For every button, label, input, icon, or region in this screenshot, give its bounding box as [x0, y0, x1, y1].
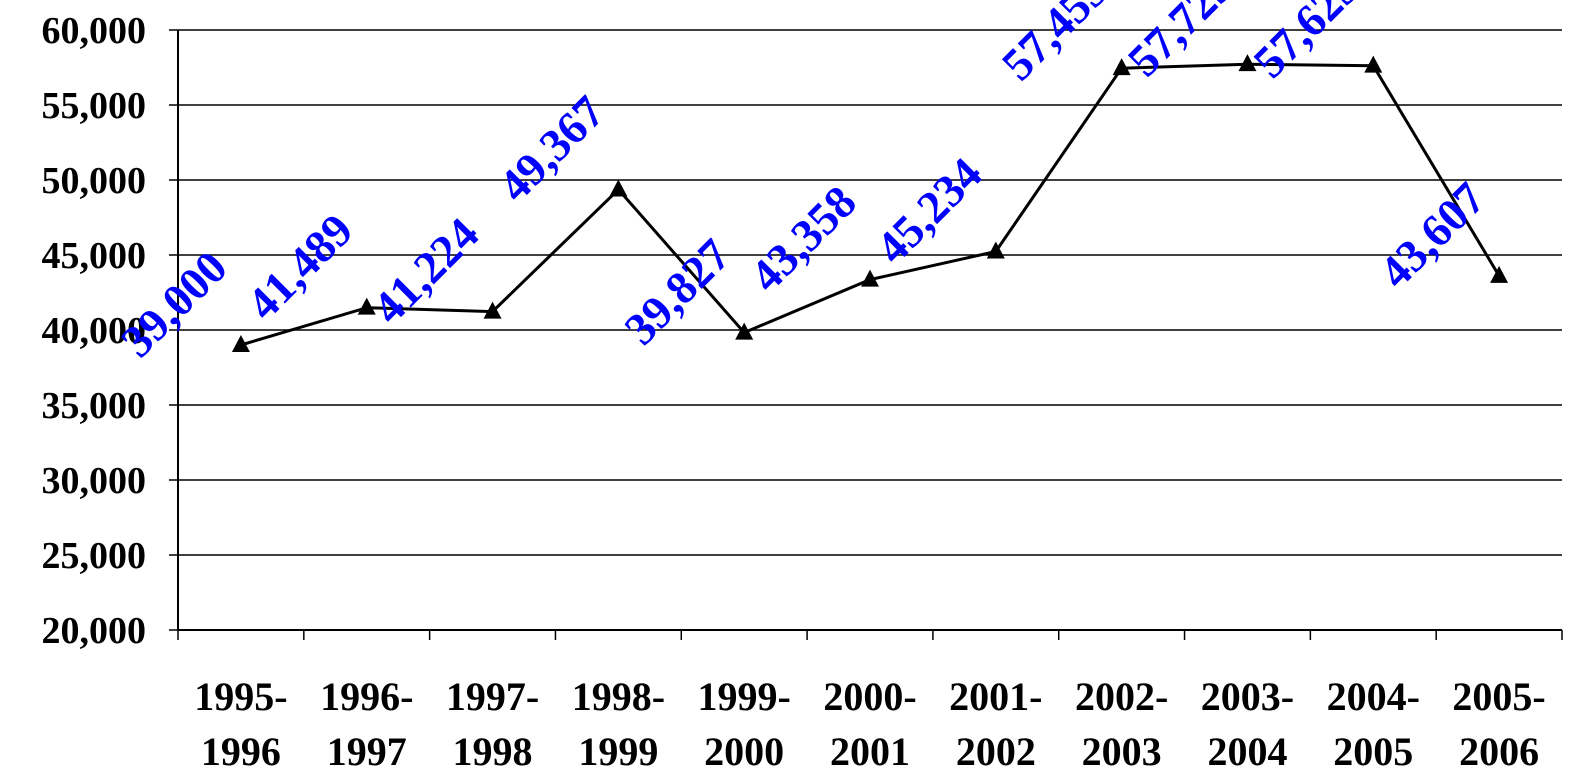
x-tick-label: 1997: [327, 729, 407, 774]
x-tick-label: 1996-: [320, 674, 413, 719]
x-tick-label: 1998-: [572, 674, 665, 719]
x-tick-label: 2003: [1082, 729, 1162, 774]
triangle-marker: [735, 322, 754, 340]
gridlines: [178, 29, 1562, 631]
marker-group: [231, 54, 1509, 352]
triangle-marker: [1112, 58, 1131, 76]
y-tick-label: 20,000: [42, 610, 147, 652]
data-label: 41,489: [237, 204, 363, 330]
triangle-marker: [986, 241, 1005, 259]
x-tick-label: 2006: [1459, 729, 1539, 774]
x-tick-label: 2002-: [1075, 674, 1168, 719]
data-label: 57,455: [992, 0, 1118, 90]
x-tick-label: 1995-: [194, 674, 287, 719]
y-tick-label: 40,000: [42, 310, 147, 352]
x-axis-ticks: 1995- 1996 1996- 1997 1997- 1998 1998- 1999 1999…: [177, 630, 1563, 774]
triangle-marker: [1364, 55, 1383, 73]
y-tick-label: 45,000: [42, 235, 147, 277]
triangle-marker: [1238, 54, 1257, 72]
y-tick-label: 30,000: [42, 460, 147, 502]
triangle-marker: [357, 297, 376, 315]
x-tick-label: 2000-: [823, 674, 916, 719]
y-tick-label: 55,000: [42, 85, 147, 127]
data-label: 43,358: [740, 176, 866, 302]
y-axis-ticks: 20,000 25,000 30,000 35,000 40,000 45,000 50,0…: [42, 10, 178, 652]
x-tick-label: 1999: [578, 729, 658, 774]
x-tick-label: 2001: [830, 729, 910, 774]
y-tick-label: 60,000: [42, 10, 147, 52]
y-tick-label: 50,000: [42, 160, 147, 202]
x-tick-label: 2004-: [1327, 674, 1420, 719]
x-tick-label: 1999-: [698, 674, 791, 719]
x-tick-label: 2002: [956, 729, 1036, 774]
x-tick-label: 1997-: [446, 674, 539, 719]
x-tick-label: 2001-: [949, 674, 1042, 719]
triangle-marker: [609, 179, 628, 197]
x-tick-label: 2000: [704, 729, 784, 774]
y-tick-label: 35,000: [42, 385, 147, 427]
data-label: 57,723: [1118, 0, 1244, 86]
x-tick-label: 2004: [1207, 729, 1287, 774]
x-tick-label: 2003-: [1201, 674, 1294, 719]
data-label: 57,623: [1244, 0, 1370, 87]
x-tick-label: 2005: [1333, 729, 1413, 774]
x-tick-label: 2005-: [1452, 674, 1545, 719]
triangle-marker: [483, 301, 502, 319]
x-tick-label: 1998: [453, 729, 533, 774]
triangle-marker: [231, 335, 250, 352]
triangle-marker: [1490, 265, 1509, 283]
x-tick-label: 1996: [201, 729, 281, 774]
triangle-marker: [861, 269, 879, 287]
y-tick-label: 25,000: [42, 535, 147, 577]
series-line: [240, 62, 1501, 347]
data-label: 41,224: [363, 208, 489, 334]
data-label: 39,827: [614, 229, 740, 355]
series-line-group: [240, 62, 1501, 347]
